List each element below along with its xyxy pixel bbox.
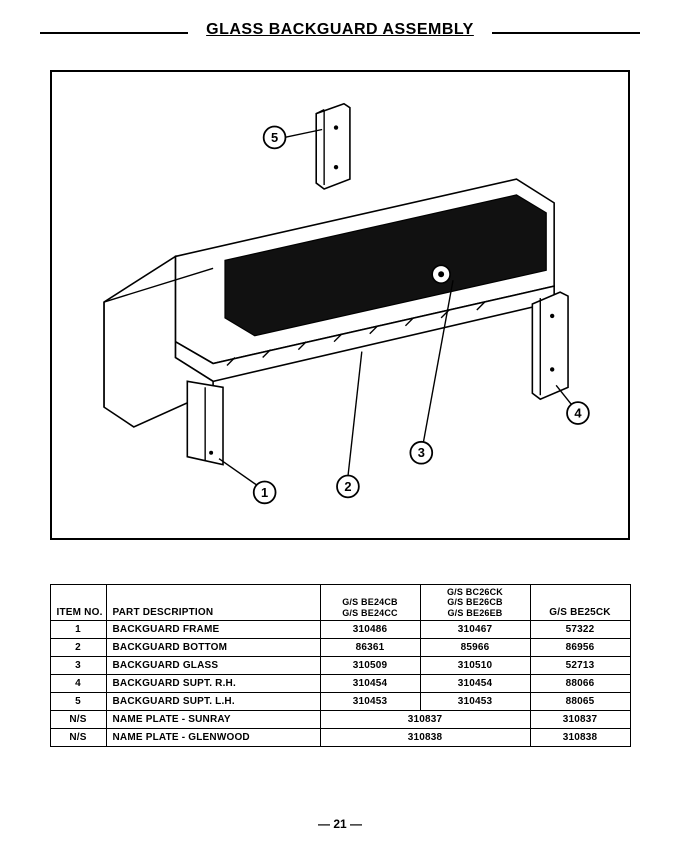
th-a-l2: G/S BE24CC — [327, 608, 414, 618]
cell-b: 310454 — [420, 675, 530, 693]
cell-a: 310453 — [320, 693, 420, 711]
title-rule-right — [492, 32, 640, 34]
table-row: 1 BACKGUARD FRAME 310486 310467 57322 — [50, 621, 630, 639]
cell-desc: BACKGUARD SUPT. R.H. — [106, 675, 320, 693]
diagram-svg: 1 2 3 4 5 — [52, 72, 628, 538]
cell-b: 310453 — [420, 693, 530, 711]
table-body: 1 BACKGUARD FRAME 310486 310467 57322 2 … — [50, 621, 630, 747]
svg-text:2: 2 — [344, 479, 351, 494]
cell-item: 3 — [50, 657, 106, 675]
svg-text:3: 3 — [418, 445, 425, 460]
cell-ab: 310838 — [320, 729, 530, 747]
cell-item: N/S — [50, 711, 106, 729]
callout-3: 3 — [410, 442, 432, 464]
part-support-lh — [316, 104, 350, 189]
cell-ab: 310837 — [320, 711, 530, 729]
th-a-l1: G/S BE24CB — [327, 597, 414, 607]
cell-item: 2 — [50, 639, 106, 657]
cell-a: 310486 — [320, 621, 420, 639]
cell-item: N/S — [50, 729, 106, 747]
cell-c: 310837 — [530, 711, 630, 729]
th-desc: PART DESCRIPTION — [106, 585, 320, 621]
th-col-b: G/S BC26CK G/S BE26CB G/S BE26EB — [420, 585, 530, 621]
th-c-l1: G/S BE25CK — [549, 607, 610, 618]
table-row: 4 BACKGUARD SUPT. R.H. 310454 310454 880… — [50, 675, 630, 693]
svg-text:5: 5 — [271, 130, 278, 145]
callout-2: 2 — [337, 476, 359, 498]
cell-c: 52713 — [530, 657, 630, 675]
cell-a: 310454 — [320, 675, 420, 693]
page-title: GLASS BACKGUARD ASSEMBLY — [40, 21, 640, 39]
cell-a: 86361 — [320, 639, 420, 657]
cell-desc: NAME PLATE - GLENWOOD — [106, 729, 320, 747]
th-b-l3: G/S BE26EB — [427, 608, 524, 618]
page-number: — 21 — — [0, 817, 680, 831]
part-support-rh — [532, 292, 568, 399]
cell-item: 5 — [50, 693, 106, 711]
th-item-label: ITEM NO. — [57, 607, 103, 618]
parts-table: ITEM NO. PART DESCRIPTION G/S BE24CB G/S… — [50, 584, 631, 747]
cell-desc: BACKGUARD GLASS — [106, 657, 320, 675]
cell-c: 86956 — [530, 639, 630, 657]
table-row: 3 BACKGUARD GLASS 310509 310510 52713 — [50, 657, 630, 675]
th-col-c: G/S BE25CK — [530, 585, 630, 621]
cell-item: 1 — [50, 621, 106, 639]
cell-b: 85966 — [420, 639, 530, 657]
cell-desc: BACKGUARD FRAME — [106, 621, 320, 639]
th-item: ITEM NO. — [50, 585, 106, 621]
cell-desc: BACKGUARD SUPT. L.H. — [106, 693, 320, 711]
cell-b: 310510 — [420, 657, 530, 675]
table-row: 2 BACKGUARD BOTTOM 86361 85966 86956 — [50, 639, 630, 657]
th-b-l1: G/S BC26CK — [427, 587, 524, 597]
callout-5: 5 — [264, 127, 286, 149]
title-bar: GLASS BACKGUARD ASSEMBLY — [40, 18, 640, 46]
cell-c: 310838 — [530, 729, 630, 747]
cell-c: 88066 — [530, 675, 630, 693]
th-col-a: G/S BE24CB G/S BE24CC — [320, 585, 420, 621]
table-row: 5 BACKGUARD SUPT. L.H. 310453 310453 880… — [50, 693, 630, 711]
cell-item: 4 — [50, 675, 106, 693]
svg-text:1: 1 — [261, 485, 268, 500]
cell-desc: BACKGUARD BOTTOM — [106, 639, 320, 657]
cell-c: 88065 — [530, 693, 630, 711]
callout-1: 1 — [254, 481, 276, 503]
table-header-row: ITEM NO. PART DESCRIPTION G/S BE24CB G/S… — [50, 585, 630, 621]
th-b-l2: G/S BE26CB — [427, 597, 524, 607]
exploded-diagram: 1 2 3 4 5 — [50, 70, 630, 540]
svg-text:4: 4 — [574, 406, 582, 421]
th-desc-label: PART DESCRIPTION — [113, 607, 214, 618]
cell-c: 57322 — [530, 621, 630, 639]
callout-4: 4 — [567, 402, 589, 424]
table-row: N/S NAME PLATE - SUNRAY 310837 310837 — [50, 711, 630, 729]
part-backguard-panel — [175, 179, 554, 381]
cell-a: 310509 — [320, 657, 420, 675]
cell-desc: NAME PLATE - SUNRAY — [106, 711, 320, 729]
table-row: N/S NAME PLATE - GLENWOOD 310838 310838 — [50, 729, 630, 747]
cell-b: 310467 — [420, 621, 530, 639]
